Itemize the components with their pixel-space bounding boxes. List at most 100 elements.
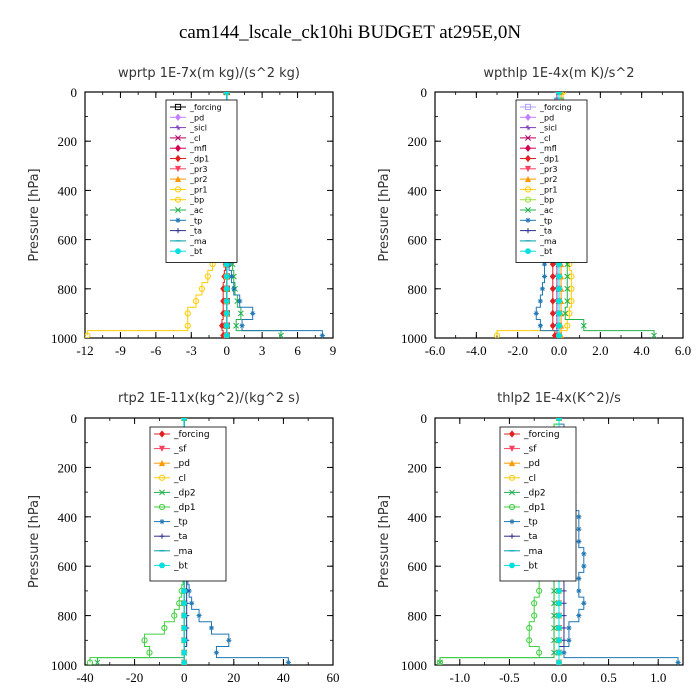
data-point xyxy=(556,332,562,338)
legend-swatch-marker xyxy=(175,207,181,213)
y-tick-label: 1000 xyxy=(51,331,77,346)
data-point xyxy=(576,588,582,594)
legend-entry: _bt xyxy=(539,247,552,256)
legend-entry: _bp xyxy=(539,196,554,205)
x-tick-label: 40 xyxy=(277,670,290,685)
legend-entry: _mfl xyxy=(539,144,557,153)
data-point xyxy=(564,285,571,292)
data-point xyxy=(561,650,567,656)
legend-swatch-marker xyxy=(509,562,515,569)
legend-entry: _sicl xyxy=(539,124,557,133)
data-point xyxy=(161,624,168,632)
data-point xyxy=(226,637,232,643)
x-tick-label: -4.0 xyxy=(466,343,487,358)
data-point xyxy=(213,650,220,656)
data-point xyxy=(551,624,557,631)
x-tick-label: 0 xyxy=(223,343,230,358)
x-tick-label: 9 xyxy=(330,343,337,358)
data-point xyxy=(537,298,543,304)
legend-entry: _pr1 xyxy=(539,185,557,194)
data-point xyxy=(566,625,572,631)
y-tick-label: 200 xyxy=(408,460,428,475)
data-point xyxy=(436,659,444,665)
data-point xyxy=(223,322,230,329)
legend-entry: _bt xyxy=(173,561,188,571)
legend-entry: _mfl xyxy=(189,144,207,153)
data-point xyxy=(564,322,571,329)
legend-entry: _sf xyxy=(523,445,537,455)
data-point xyxy=(551,587,557,594)
data-point xyxy=(549,272,556,281)
legend: _forcing_pd _sicl_cl_mfl _dp1_pr3_pr2_pr1 _… xyxy=(515,99,588,263)
legend-entry: _forcing xyxy=(523,430,560,440)
data-point xyxy=(189,600,195,606)
legend-swatch-marker xyxy=(524,186,532,193)
legend-entry: _forcing xyxy=(539,103,572,112)
data-point xyxy=(533,310,539,316)
legend-entry: _ma xyxy=(539,237,557,246)
x-tick-label: 6.0 xyxy=(675,343,691,358)
y-tick-label: 800 xyxy=(408,609,428,624)
legend-entry: _tp xyxy=(539,216,552,225)
data-point xyxy=(233,322,240,329)
data-point xyxy=(556,612,562,619)
y-tick-label: 0 xyxy=(71,85,78,100)
x-tick-label: -9 xyxy=(115,343,126,358)
data-point xyxy=(237,298,243,304)
data-point xyxy=(549,285,556,293)
legend-swatch-marker xyxy=(174,175,182,182)
legend-swatch-marker xyxy=(159,533,165,539)
y-tick-label: 800 xyxy=(408,282,428,297)
data-point xyxy=(184,310,191,317)
y-axis-label: Pressure [hPa] xyxy=(377,168,392,261)
x-tick-label: -6.0 xyxy=(425,343,446,358)
legend: _forcing_pd _sicl_cl_mfl _dp1_pr3_pr2_pr1 _… xyxy=(165,99,238,263)
data-point xyxy=(564,298,571,305)
data-point xyxy=(285,659,291,665)
data-point xyxy=(223,332,230,338)
x-tick-label: -40 xyxy=(76,670,93,685)
data-point xyxy=(196,613,202,619)
legend-swatch-marker xyxy=(174,165,182,173)
x-tick-label: 0 xyxy=(181,670,188,685)
y-axis-label: Pressure [hPa] xyxy=(377,495,392,588)
legend-entry: _dp1 xyxy=(539,155,559,164)
legend-swatch-marker xyxy=(509,533,515,539)
legend-swatch-marker xyxy=(158,445,166,452)
data-point xyxy=(576,538,582,545)
data-point xyxy=(526,624,533,632)
panel-title: rtp2 1E-11x(kg^2)/(kg^2 s) xyxy=(118,391,300,406)
legend-entry: _ta xyxy=(189,227,202,236)
legend-swatch-marker xyxy=(175,154,181,163)
legend-swatch-marker xyxy=(175,217,181,223)
data-point xyxy=(319,332,325,338)
legend-swatch-marker xyxy=(524,175,532,182)
y-axis-label: Pressure [hPa] xyxy=(27,168,42,261)
data-point xyxy=(181,637,188,644)
legend-swatch-marker xyxy=(175,113,181,121)
legend-swatch-marker xyxy=(174,103,182,111)
data-point xyxy=(181,612,188,619)
legend-entry: _dp2 xyxy=(523,488,546,498)
legend-swatch-marker xyxy=(175,144,181,152)
data-point xyxy=(493,332,501,338)
legend-swatch-marker xyxy=(158,459,166,467)
legend-entry: _forcing xyxy=(189,103,222,112)
data-point xyxy=(556,637,562,644)
y-tick-label: 200 xyxy=(408,134,428,149)
data-point xyxy=(531,600,538,607)
data-point xyxy=(581,563,587,569)
legend-swatch-marker xyxy=(174,196,182,203)
data-point xyxy=(564,273,571,280)
data-point xyxy=(551,649,557,656)
data-point xyxy=(223,298,230,304)
legend-entry: _tp xyxy=(173,518,188,528)
y-tick-label: 200 xyxy=(58,134,78,149)
data-point xyxy=(86,659,94,665)
data-point xyxy=(549,309,556,318)
data-point xyxy=(219,322,225,330)
series-line xyxy=(558,418,679,663)
legend-swatch-marker xyxy=(508,474,516,481)
legend-swatch-marker xyxy=(509,430,515,438)
y-tick-label: 800 xyxy=(58,282,78,297)
